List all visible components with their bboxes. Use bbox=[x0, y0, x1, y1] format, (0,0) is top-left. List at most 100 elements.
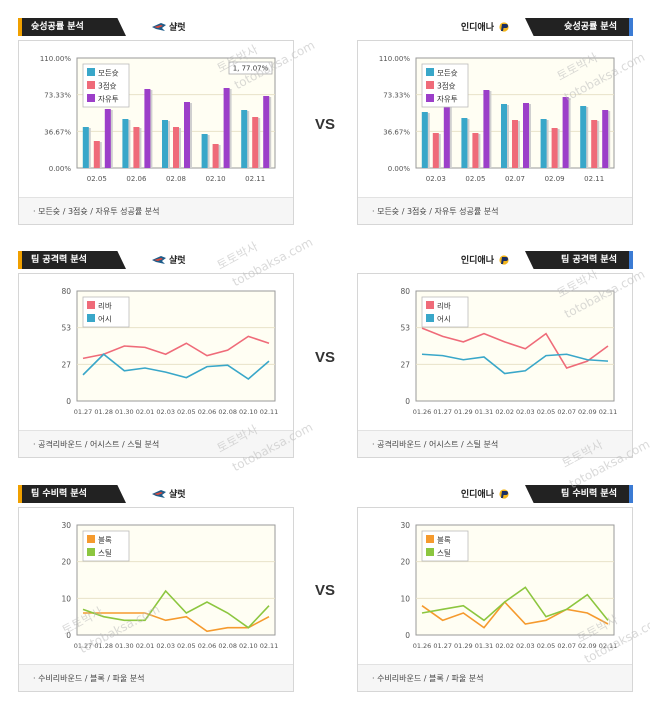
legend-swatch bbox=[426, 314, 434, 322]
x-tick-label: 02.05 bbox=[87, 175, 107, 183]
bar bbox=[461, 118, 468, 168]
y-tick-label: 30 bbox=[61, 521, 71, 530]
y-tick-label: 20 bbox=[400, 558, 410, 567]
legend-swatch bbox=[87, 301, 95, 309]
legend-label: 스틸 bbox=[437, 549, 451, 558]
x-tick-label: 02.11 bbox=[584, 175, 604, 183]
team-label: 샬럿 bbox=[152, 253, 186, 266]
series-line bbox=[421, 586, 609, 622]
x-tick-label: 02.03 bbox=[516, 642, 535, 650]
chart-caption: · 수비리바운드 / 블록 / 파울 분석 bbox=[19, 664, 293, 691]
legend-label: 어시 bbox=[98, 314, 112, 324]
legend-label: 블록 bbox=[437, 536, 451, 545]
x-tick-label: 02.05 bbox=[177, 642, 196, 650]
x-tick-label: 02.08 bbox=[166, 175, 186, 183]
team-label: 인디애나 bbox=[461, 20, 511, 33]
legend-swatch bbox=[87, 94, 95, 102]
shooting-panel-charlotte: 슛성공률 분석 샬럿 0.00% 36.67% 73.33% 110.00% 02.05… bbox=[18, 18, 294, 228]
section-tab: 팀 수비력 분석 bbox=[525, 485, 633, 503]
chart-box: 0 27 53 80 01.26 01.27 01.29 01.31 02.02 02.03 02.… bbox=[357, 273, 633, 458]
legend-label: 리바 bbox=[437, 301, 451, 311]
x-tick-label: 01.31 bbox=[475, 408, 494, 416]
bar bbox=[162, 120, 168, 168]
x-tick-label: 02.02 bbox=[495, 408, 514, 416]
y-tick-label: 20 bbox=[61, 558, 71, 567]
y-tick-label: 36.67% bbox=[383, 128, 410, 136]
legend-swatch bbox=[426, 548, 434, 556]
team-name: 샬럿 bbox=[169, 490, 186, 500]
x-tick-label: 02.05 bbox=[465, 175, 485, 183]
x-tick-label: 02.11 bbox=[599, 642, 618, 650]
bar bbox=[201, 134, 208, 168]
legend-label: 3점슛 bbox=[437, 81, 456, 91]
x-tick-label: 02.03 bbox=[426, 175, 446, 183]
shooting-panel-indiana: 슛성공률 분석 인디애나 0.00% 36.67% 73.33% 110.00% 02.… bbox=[357, 18, 633, 228]
team-name: 인디애나 bbox=[460, 490, 494, 500]
bar bbox=[551, 128, 558, 168]
legend-swatch bbox=[426, 68, 434, 76]
y-tick-label: 53 bbox=[61, 324, 71, 333]
bar bbox=[223, 88, 230, 168]
legend-label: 리바 bbox=[98, 301, 112, 311]
x-tick-label: 01.30 bbox=[115, 408, 134, 416]
bar bbox=[432, 133, 439, 168]
x-tick-label: 01.29 bbox=[454, 408, 473, 416]
x-tick-label: 02.01 bbox=[136, 642, 155, 650]
x-tick-label: 02.09 bbox=[578, 408, 597, 416]
bar bbox=[82, 127, 89, 168]
section-tab: 슛성공률 분석 bbox=[18, 18, 126, 36]
team-name: 인디애나 bbox=[460, 23, 494, 33]
team-name: 샬럿 bbox=[169, 256, 186, 266]
legend-swatch bbox=[426, 94, 434, 102]
legend-swatch bbox=[426, 301, 434, 309]
x-tick-label: 01.28 bbox=[94, 408, 113, 416]
hornets-logo-icon bbox=[152, 22, 166, 31]
bar bbox=[133, 127, 140, 168]
x-tick-label: 02.09 bbox=[578, 642, 597, 650]
shooting-bar-chart: 0.00% 36.67% 73.33% 110.00% 02.05 02.06 02.08 0… bbox=[40, 55, 276, 183]
x-tick-label: 02.10 bbox=[239, 408, 258, 416]
bar bbox=[580, 106, 587, 168]
bar bbox=[523, 103, 529, 168]
x-tick-label: 02.05 bbox=[177, 408, 196, 416]
offense-panel-indiana: 팀 공격력 분석 인디애나 0 27 53 80 01.26 01.27 01.29 01.3… bbox=[357, 251, 633, 461]
legend-label: 3점슛 bbox=[98, 81, 117, 91]
bar bbox=[602, 110, 609, 168]
y-tick-label: 0.00% bbox=[49, 165, 72, 173]
vs-label: VS bbox=[315, 349, 336, 366]
bar bbox=[512, 120, 518, 168]
y-tick-label: 53 bbox=[400, 324, 410, 333]
legend-label: 자유투 bbox=[98, 95, 119, 104]
x-tick-label: 01.31 bbox=[475, 642, 494, 650]
series-line bbox=[83, 612, 270, 633]
legend-label: 모든슛 bbox=[98, 69, 119, 78]
bar bbox=[122, 119, 129, 168]
y-tick-label: 73.33% bbox=[44, 92, 71, 100]
bar bbox=[501, 104, 507, 168]
x-tick-label: 02.06 bbox=[126, 175, 147, 183]
x-tick-label: 02.10 bbox=[206, 175, 226, 183]
y-tick-label: 27 bbox=[61, 360, 71, 369]
shooting-bar-chart: 0.00% 36.67% 73.33% 110.00% 02.03 02.05 02.07 0… bbox=[379, 55, 615, 183]
x-tick-label: 01.27 bbox=[74, 408, 93, 416]
bar bbox=[263, 96, 270, 168]
series-line bbox=[82, 335, 270, 360]
vs-label: VS bbox=[315, 582, 336, 599]
x-tick-label: 02.10 bbox=[239, 642, 258, 650]
legend-swatch bbox=[426, 535, 434, 543]
x-tick-label: 02.07 bbox=[557, 642, 576, 650]
y-tick-label: 110.00% bbox=[40, 55, 71, 63]
x-tick-label: 02.09 bbox=[545, 175, 565, 183]
legend-label: 스틸 bbox=[98, 549, 112, 558]
x-tick-label: 01.27 bbox=[433, 408, 452, 416]
series-line bbox=[421, 600, 609, 629]
x-tick-label: 01.28 bbox=[94, 642, 113, 650]
x-tick-label: 02.11 bbox=[260, 642, 279, 650]
section-tab: 슛성공률 분석 bbox=[525, 18, 633, 36]
bar bbox=[421, 112, 428, 168]
defense-panel-indiana: 팀 수비력 분석 인디애나 0 10 20 30 01.26 01.27 01.29 01.3… bbox=[357, 485, 633, 695]
y-tick-label: 0 bbox=[66, 397, 71, 406]
legend-swatch bbox=[87, 81, 95, 89]
